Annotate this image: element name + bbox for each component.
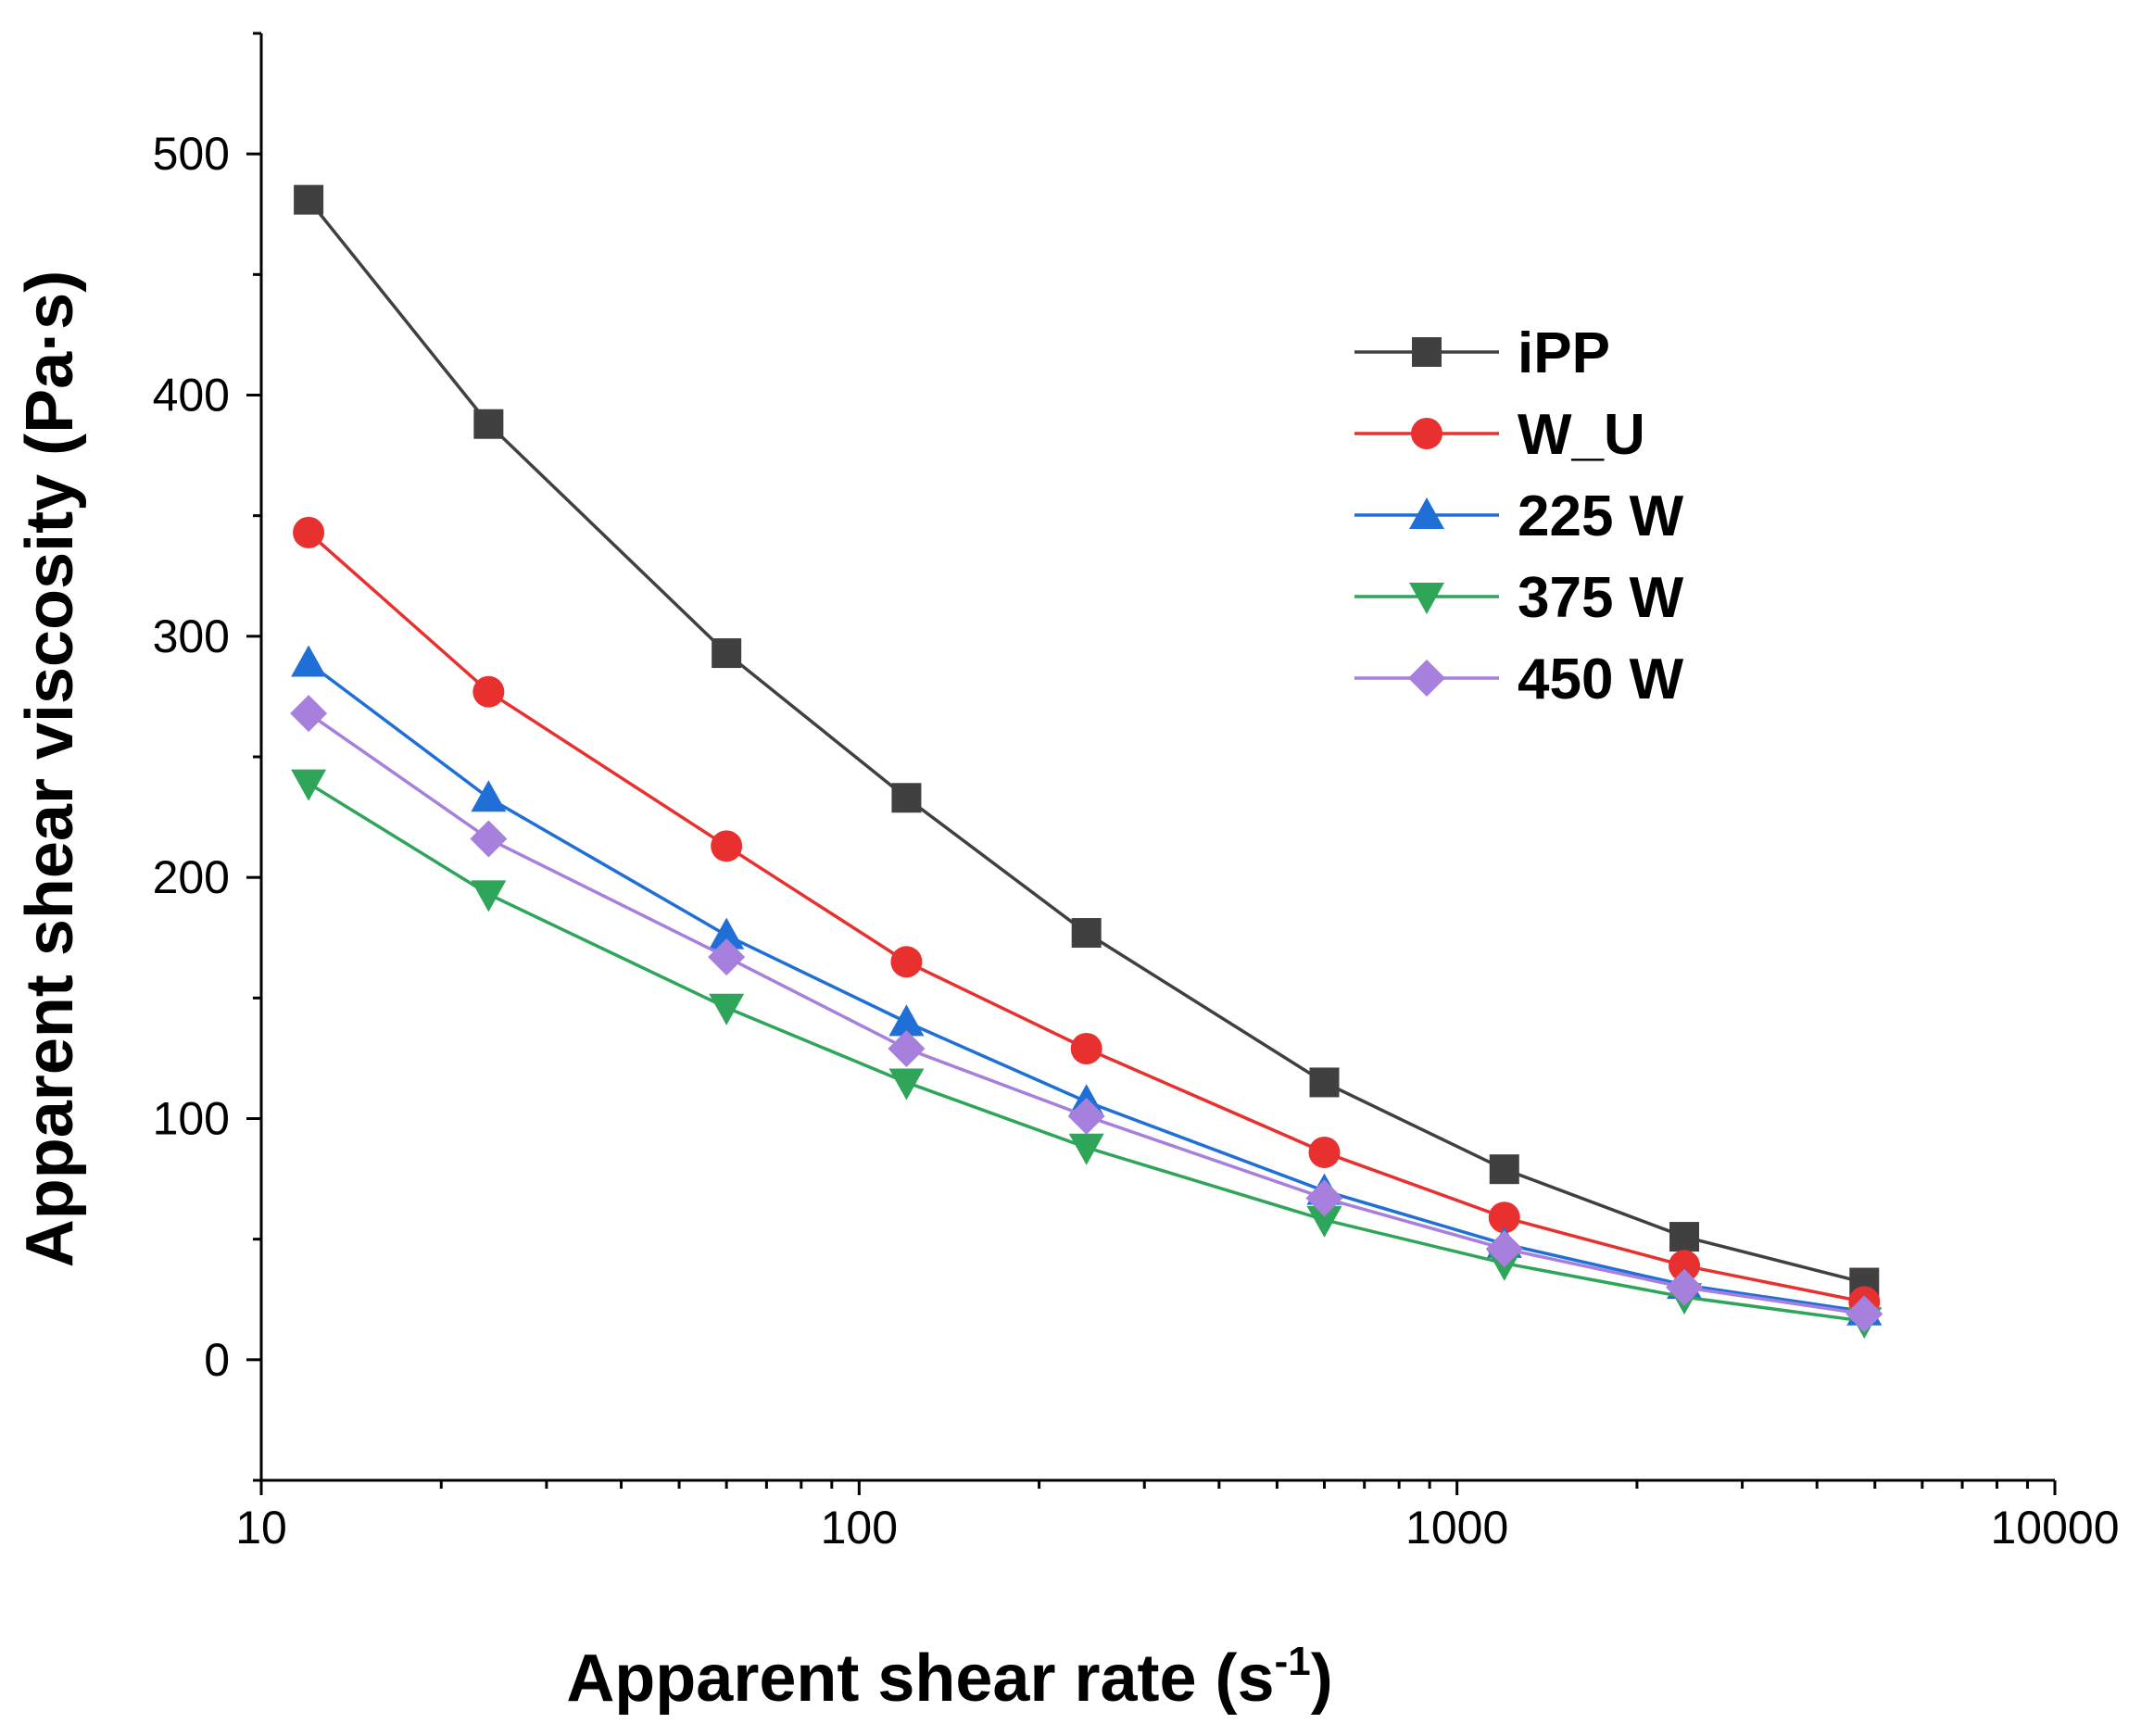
legend-marker <box>1412 337 1442 367</box>
legend-label: iPP <box>1518 321 1610 385</box>
axes: 0 100 200 300 400 500 10 100 1000 10000 <box>153 31 2120 1554</box>
x-tick-label: 1000 <box>1405 1502 1508 1554</box>
data-point <box>1308 1136 1341 1168</box>
data-point <box>470 820 508 858</box>
data-point <box>471 880 507 912</box>
data-point <box>290 695 328 733</box>
data-point <box>1070 1033 1102 1065</box>
data-point <box>890 946 923 978</box>
data-point <box>708 938 746 976</box>
data-point <box>1068 1133 1104 1165</box>
legend-item: 450 W <box>1354 648 1684 711</box>
x-tick-label: 10000 <box>1990 1502 2119 1554</box>
legend-label: W_U <box>1518 403 1645 467</box>
data-point <box>1071 918 1102 949</box>
data-point <box>1488 1201 1520 1234</box>
data-point <box>1485 1230 1523 1268</box>
legend-marker <box>1411 418 1442 449</box>
legend: iPP W_U 225 W 375 W 450 W <box>1354 321 1684 711</box>
data-point <box>711 830 743 862</box>
legend-item: 225 W <box>1354 484 1684 548</box>
series-line <box>308 661 1865 1314</box>
data-point <box>293 516 325 548</box>
series-ipp <box>294 184 1880 1298</box>
data-point <box>1489 1154 1519 1185</box>
y-tick-label: 0 <box>204 1334 230 1386</box>
legend-marker <box>1409 497 1444 529</box>
data-point <box>1305 1179 1343 1217</box>
legend-label: 375 W <box>1518 566 1684 630</box>
legend-item: iPP <box>1354 321 1610 385</box>
x-tick-label: 10 <box>235 1502 287 1554</box>
legend-marker <box>1409 583 1444 614</box>
data-point <box>709 917 745 950</box>
data-point <box>888 1068 925 1101</box>
data-point <box>1669 1222 1700 1252</box>
legend-item: W_U <box>1354 403 1645 467</box>
series-450-w <box>290 695 1883 1333</box>
data-point <box>1669 1250 1701 1282</box>
data-point <box>891 783 922 813</box>
data-point <box>888 1030 926 1068</box>
legend-item: 375 W <box>1354 566 1684 630</box>
data-point <box>472 675 505 708</box>
data-point <box>1309 1067 1340 1098</box>
data-point <box>471 780 507 812</box>
y-tick-label: 300 <box>153 610 230 662</box>
y-tick-label: 500 <box>153 128 230 180</box>
data-point <box>473 409 504 439</box>
data-point <box>709 993 745 1025</box>
y-axis-title: Apparent shear viscosity (Pa·s) <box>13 270 87 1267</box>
series-225-w <box>291 645 1883 1326</box>
y-tick-label: 400 <box>153 370 230 421</box>
legend-label: 450 W <box>1518 648 1684 711</box>
data-point <box>291 645 327 677</box>
data-point <box>712 638 742 669</box>
series-layer <box>290 184 1883 1340</box>
data-point <box>1666 1268 1704 1306</box>
data-point <box>1306 1205 1342 1238</box>
data-point <box>888 1004 925 1037</box>
data-point <box>1067 1097 1105 1135</box>
data-point <box>291 769 327 801</box>
legend-label: 225 W <box>1518 484 1684 548</box>
series-w-u <box>293 516 1881 1318</box>
x-axis-title: Apparent shear rate (s-1) <box>566 1639 1332 1716</box>
data-point <box>1845 1295 1883 1333</box>
y-tick-label: 200 <box>153 851 230 903</box>
y-tick-label: 100 <box>153 1093 230 1145</box>
data-point <box>294 184 324 215</box>
legend-marker <box>1408 660 1445 697</box>
series-line <box>308 711 1865 1316</box>
x-tick-label: 100 <box>821 1502 898 1554</box>
